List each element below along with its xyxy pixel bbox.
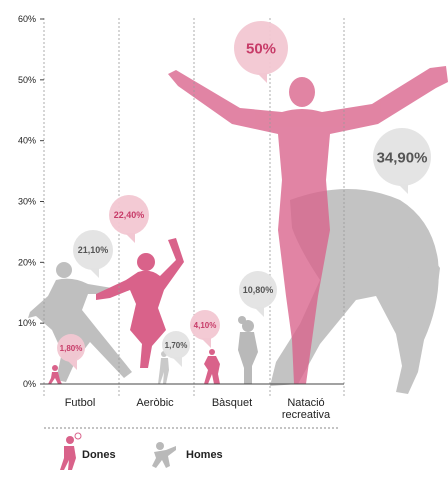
value-bubble-bg [57, 334, 85, 362]
x-category-label: Natació [287, 397, 324, 409]
men-value-bubble: 34,90% [373, 128, 431, 194]
men-value-bubble: 10,80% [239, 271, 277, 317]
value-label: 34,90% [377, 149, 428, 166]
athlete-silhouettes [28, 66, 448, 394]
women-value-bubble: 50% [234, 21, 288, 83]
value-label: 1,80% [60, 344, 83, 353]
natacio-woman-silhouette [168, 66, 448, 384]
y-tick-label: 50% [18, 75, 36, 85]
legend-homes: Homes [186, 449, 223, 461]
value-bubble-pointer [201, 338, 211, 348]
legend-dones: Dones [82, 449, 116, 461]
futbol-woman-silhouette [48, 365, 62, 384]
value-bubble-bg [109, 195, 149, 235]
male-silhouette-icon [152, 442, 176, 468]
men-value-bubble: 21,10% [73, 230, 113, 278]
men-value-bubble: 1,70% [162, 331, 190, 367]
legend: Dones Homes [44, 427, 338, 470]
value-label: 4,10% [194, 321, 217, 330]
value-bubble-pointer [67, 360, 77, 370]
women-value-bubble: 4,10% [190, 310, 220, 348]
value-bubble-pointer [254, 307, 264, 317]
value-bubble-pointer [89, 268, 99, 278]
y-tick-label: 40% [18, 136, 36, 146]
y-axis: 0% 10% 20% 30% 40% 50% 60% [18, 14, 344, 389]
value-label: 22,40% [114, 210, 145, 220]
value-bubbles: 1,80% 22,40% 4,10% 50% 21,10% 1,70% 10,80% 34,9… [57, 21, 431, 370]
value-bubble-pointer [172, 357, 182, 367]
women-value-bubble: 1,80% [57, 334, 85, 370]
y-tick-label: 30% [18, 197, 36, 207]
basquet-man-silhouette [238, 316, 258, 384]
y-tick-label: 60% [18, 14, 36, 24]
x-category-label: Futbol [65, 397, 96, 409]
women-value-bubble: 22,40% [109, 195, 149, 243]
y-tick-label: 0% [23, 379, 36, 389]
value-bubble-bg [234, 21, 288, 75]
value-bubble-pointer [257, 73, 267, 83]
x-category-label: recreativa [282, 409, 331, 421]
value-bubble-bg [162, 331, 190, 359]
value-bubble-bg [239, 271, 277, 309]
female-silhouette-icon [60, 432, 82, 470]
futbol-man-silhouette [28, 262, 132, 382]
value-label: 10,80% [243, 285, 274, 295]
x-category-label: Aeròbic [136, 397, 174, 409]
value-label: 21,10% [78, 245, 109, 255]
aerobic-woman-silhouette [96, 238, 184, 368]
value-bubble-bg [373, 128, 431, 186]
value-bubble-pointer [398, 184, 408, 194]
x-category-label: Bàsquet [212, 397, 252, 409]
value-label: 1,70% [165, 341, 188, 350]
basquet-woman-silhouette [204, 349, 220, 384]
value-bubble-pointer [125, 233, 135, 243]
value-bubble-bg [190, 310, 220, 340]
value-bubble-bg [73, 230, 113, 270]
y-tick-label: 20% [18, 257, 36, 267]
y-tick-label: 10% [18, 318, 36, 328]
value-label: 50% [246, 40, 276, 57]
